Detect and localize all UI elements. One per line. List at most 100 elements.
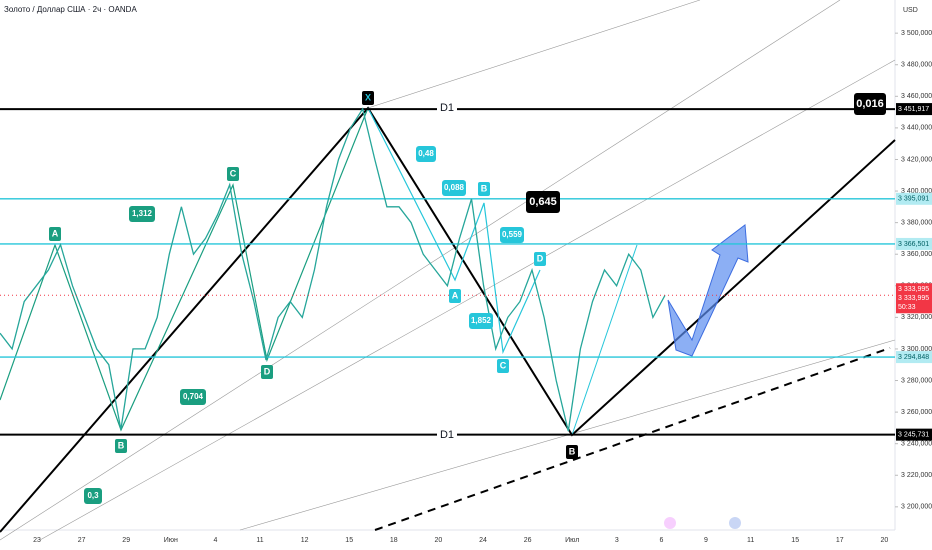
x-tick-label: Июл bbox=[565, 537, 579, 544]
level-price-box bbox=[896, 192, 932, 205]
event-icon[interactable] bbox=[729, 517, 741, 529]
level-price-box bbox=[896, 428, 932, 441]
ratio-box bbox=[180, 389, 206, 405]
pattern-point-label: D bbox=[264, 366, 271, 376]
x-tick-label: 15 bbox=[345, 537, 353, 544]
x-tick-label: 4 bbox=[213, 537, 217, 544]
ratio-label: 0,645 bbox=[529, 196, 557, 208]
symbol-title: Золото / Доллар США · 2ч · OANDA bbox=[4, 5, 137, 14]
y-tick-label: 3 220,000 bbox=[901, 472, 932, 479]
x-tick-label: 27 bbox=[78, 537, 86, 544]
level-price-label: 3 294,848 bbox=[898, 354, 929, 361]
pattern-point-box bbox=[261, 365, 273, 379]
y-tick-label: 3 380,000 bbox=[901, 219, 932, 226]
pattern-point-box bbox=[566, 445, 578, 459]
ratio-box bbox=[526, 191, 560, 213]
level-price-label: 3 366,501 bbox=[898, 241, 929, 248]
level-name-bg bbox=[437, 101, 457, 115]
ratio-label: 0,3 bbox=[87, 491, 99, 500]
x-tick-label: 12 bbox=[301, 537, 309, 544]
y-tick-label: 3 320,000 bbox=[901, 314, 932, 321]
ratio-label: 0,016 bbox=[856, 98, 884, 110]
fan-line bbox=[367, 0, 701, 109]
price-line bbox=[0, 107, 666, 432]
y-tick-label: 3 240,000 bbox=[901, 441, 932, 448]
pattern-point-label: A bbox=[52, 228, 59, 238]
pattern-point-box bbox=[115, 439, 127, 453]
x-tick-label: 15 bbox=[791, 537, 799, 544]
y-tick-label: 3 280,000 bbox=[901, 377, 932, 384]
y-tick-label: 3 200,000 bbox=[901, 504, 932, 511]
ratio-label: 0,704 bbox=[183, 392, 204, 401]
level-name-bg bbox=[437, 428, 457, 442]
ratio-label: 1,852 bbox=[471, 316, 492, 325]
last-price-box bbox=[896, 283, 932, 314]
ratio-box bbox=[84, 488, 102, 504]
pattern-point-box bbox=[49, 227, 61, 241]
x-tick-label: 11 bbox=[256, 537, 263, 544]
harmonic bbox=[571, 244, 638, 436]
x-tick-label: 6 bbox=[659, 537, 663, 544]
ratio-label: 0,088 bbox=[444, 183, 465, 192]
pattern-point-box bbox=[449, 289, 461, 303]
ratio-label: 1,312 bbox=[132, 209, 153, 218]
pattern-point-label: A bbox=[452, 290, 459, 300]
last-price-label: 3 333,995 bbox=[898, 286, 929, 293]
level-price-box bbox=[896, 237, 932, 250]
pattern-point-box bbox=[534, 252, 546, 266]
x-tick-label: 29 bbox=[122, 537, 130, 544]
ratio-box bbox=[129, 206, 155, 222]
level-price-label: 3 451,917 bbox=[898, 106, 929, 113]
pattern-point-label: B bbox=[481, 183, 488, 193]
fan-line bbox=[0, 0, 841, 541]
x-tick-label: 23 bbox=[33, 537, 41, 544]
pattern-point-box bbox=[478, 182, 490, 196]
y-tick-label: 3 400,000 bbox=[901, 188, 932, 195]
x-tick-label: 17 bbox=[836, 537, 844, 544]
ratio-label: 0,48 bbox=[418, 149, 434, 158]
pattern-point-label: C bbox=[230, 168, 237, 178]
ratio-box bbox=[854, 93, 886, 115]
y-tick-label: 3 500,000 bbox=[901, 30, 932, 37]
event-icon[interactable] bbox=[664, 517, 676, 529]
level-price-label: 3 395,091 bbox=[898, 196, 929, 203]
ratio-box bbox=[469, 313, 493, 329]
level-price-label: 3 245,731 bbox=[898, 431, 929, 438]
y-tick-label: 3 420,000 bbox=[901, 156, 932, 163]
pattern-point-label: C bbox=[500, 360, 507, 370]
x-tick-label: Июн bbox=[164, 537, 178, 544]
x-tick-label: 20 bbox=[881, 537, 889, 544]
pattern-point-box bbox=[227, 167, 239, 181]
level-price-box bbox=[896, 103, 932, 116]
fan-line bbox=[39, 59, 896, 541]
pattern-point-label: X bbox=[365, 92, 371, 102]
ratio-box bbox=[416, 146, 436, 162]
harmonic bbox=[367, 107, 541, 355]
x-tick-label: 18 bbox=[390, 537, 398, 544]
y-tick-label: 3 440,000 bbox=[901, 125, 932, 132]
x-tick-label: 11 bbox=[747, 537, 754, 544]
x-tick-label: 20 bbox=[435, 537, 443, 544]
ratio-label: 0,559 bbox=[502, 230, 523, 239]
harmonic bbox=[0, 107, 369, 432]
x-tick-label: 26 bbox=[524, 537, 532, 544]
x-tick-label: 24 bbox=[479, 537, 487, 544]
level-name: D1 bbox=[440, 102, 454, 114]
y-tick-label: 3 300,000 bbox=[901, 346, 932, 353]
y-tick-label: 3 360,000 bbox=[901, 251, 932, 258]
ratio-box bbox=[500, 227, 524, 243]
y-tick-label: 3 260,000 bbox=[901, 409, 932, 416]
x-tick-label: 3 bbox=[615, 537, 619, 544]
level-name: D1 bbox=[440, 429, 454, 441]
countdown: 50:33 bbox=[898, 304, 916, 311]
trend-line bbox=[374, 347, 891, 531]
ratio-box bbox=[442, 180, 466, 196]
pattern-point-label: B bbox=[118, 440, 125, 450]
level-price-box bbox=[896, 351, 932, 364]
y-tick-label: 3 460,000 bbox=[901, 93, 932, 100]
x-tick-label: 9 bbox=[704, 537, 708, 544]
pattern-point-label: B bbox=[569, 446, 576, 456]
pattern-point-box bbox=[497, 359, 509, 373]
